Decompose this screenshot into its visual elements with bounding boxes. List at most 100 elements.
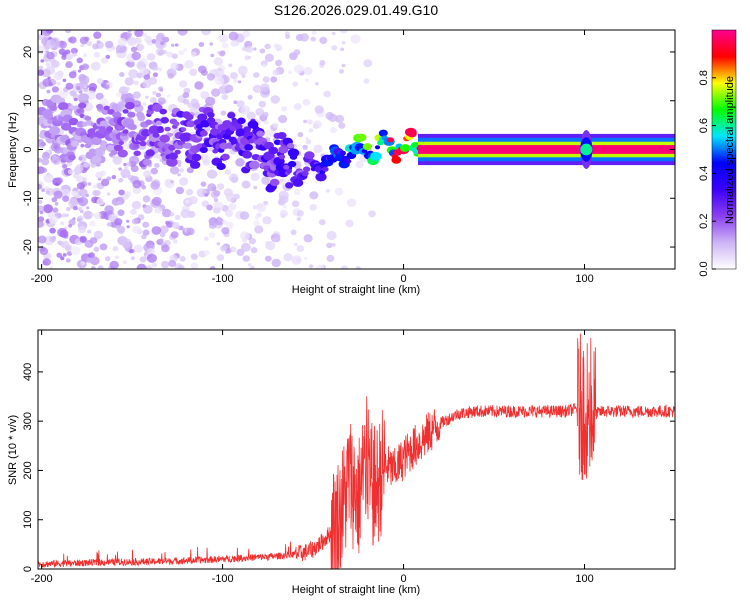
heatmap-cell xyxy=(159,225,169,234)
heatmap-cell xyxy=(76,57,83,64)
heatmap-cell xyxy=(177,164,182,167)
heatmap-cell xyxy=(67,169,74,175)
heatmap-cell xyxy=(87,229,92,234)
heatmap-cell xyxy=(200,181,207,187)
heatmap-ridge-cell xyxy=(269,178,280,187)
heatmap-ridge-cell xyxy=(285,182,294,189)
heatmap-cell xyxy=(326,242,333,249)
heatmap-cell xyxy=(39,247,49,256)
heatmap-cell xyxy=(293,49,301,56)
heatmap-cell xyxy=(346,198,357,207)
x-tick-label: 100 xyxy=(575,573,593,585)
heatmap-cell xyxy=(330,127,337,134)
heatmap-cell xyxy=(341,63,346,68)
heatmap-ridge-cell xyxy=(58,102,69,111)
heatmap-ridge-cell xyxy=(303,166,311,172)
heatmap-cell xyxy=(155,92,162,98)
x-tick-label: -100 xyxy=(212,573,234,585)
heatmap-cell xyxy=(198,65,207,74)
heatmap-cell xyxy=(311,30,317,35)
heatmap-cell xyxy=(340,47,345,52)
heatmap-ridge-cell xyxy=(47,119,54,124)
heatmap-cell xyxy=(52,207,59,213)
heatmap-ridge-cell xyxy=(127,111,136,118)
heatmap-cell xyxy=(335,114,345,123)
heatmap-cell xyxy=(50,37,60,46)
heatmap-cell xyxy=(211,88,221,97)
heatmap-cell xyxy=(66,161,73,167)
heatmap-cell xyxy=(253,185,258,190)
heatmap-cell xyxy=(146,53,156,61)
heatmap-cell xyxy=(81,266,86,269)
heatmap-cell xyxy=(184,60,194,69)
heatmap-cell xyxy=(133,100,142,108)
heatmap-cell xyxy=(319,60,326,66)
heatmap-cell xyxy=(65,258,71,263)
heatmap-cell xyxy=(271,258,281,268)
heatmap-cell xyxy=(169,166,180,175)
heatmap-cell xyxy=(174,214,181,220)
heatmap-ridge-cell xyxy=(159,108,167,115)
heatmap-cell xyxy=(240,231,250,241)
heatmap-cell xyxy=(303,234,313,243)
heatmap-cell xyxy=(150,167,158,175)
y-tick-label: 20 xyxy=(22,46,34,58)
heatmap-cell xyxy=(112,155,122,165)
heatmap-cell xyxy=(190,262,198,269)
snr-y-ticks: 0 100 200 300 400 xyxy=(22,363,675,572)
heatmap-cell xyxy=(233,100,238,104)
heatmap-cell xyxy=(204,193,209,197)
heatmap-cell xyxy=(55,177,63,184)
heatmap-cell xyxy=(90,61,101,71)
heatmap-cell xyxy=(151,39,157,44)
heatmap-cell xyxy=(117,101,126,109)
heatmap-cell xyxy=(109,102,118,110)
heatmap-cell xyxy=(46,89,51,94)
heatmap-ridge-cell xyxy=(78,102,87,109)
heatmap-cell xyxy=(171,221,180,229)
heatmap-cell xyxy=(105,256,111,262)
heatmap-cell xyxy=(38,199,43,205)
colorbar-tick-label: 0.2 xyxy=(698,214,710,229)
heatmap-x-axis-label: Height of straight line (km) xyxy=(292,284,420,296)
heatmap-cell xyxy=(93,212,102,220)
heatmap-ridge-cell xyxy=(145,149,155,157)
heatmap-ridge-cell xyxy=(78,93,89,102)
heatmap-cell xyxy=(186,167,194,174)
heatmap-cell xyxy=(250,265,255,269)
heatmap-ridge-cell xyxy=(278,145,289,154)
heatmap-ridge-cell xyxy=(207,112,215,118)
y-tick-label: 200 xyxy=(22,461,34,479)
heatmap-cell xyxy=(305,136,309,140)
heatmap-cell xyxy=(179,255,186,262)
heatmap-ridge-cell xyxy=(68,154,76,161)
heatmap-cell xyxy=(179,168,185,173)
heatmap-ridge-cell xyxy=(122,129,129,134)
heatmap-cell xyxy=(254,215,259,220)
heatmap-cell xyxy=(158,238,164,243)
heatmap-cell xyxy=(341,41,346,45)
heatmap-cell xyxy=(51,60,60,68)
heatmap-ridge-cell xyxy=(273,139,282,146)
heatmap-cell xyxy=(158,49,165,56)
heatmap-ridge-cell xyxy=(139,140,147,147)
heatmap-ridge-cell xyxy=(377,140,384,146)
heatmap-cell xyxy=(93,31,102,39)
heatmap-cell xyxy=(256,203,266,213)
heatmap-ridge-cell xyxy=(132,143,139,149)
heatmap-ridge-cell xyxy=(159,134,170,143)
heatmap-cell xyxy=(217,183,225,190)
heatmap-cell xyxy=(186,188,194,196)
snr-x-axis-label: Height of straight line (km) xyxy=(292,584,420,596)
heatmap-cell xyxy=(130,208,137,215)
heatmap-cell xyxy=(109,260,119,269)
heatmap-cell xyxy=(225,221,234,229)
heatmap-cell xyxy=(235,158,245,167)
heatmap-ridge-cell xyxy=(76,108,83,114)
heatmap-cell xyxy=(118,177,124,183)
heatmap-cell xyxy=(92,184,98,189)
heatmap-cell xyxy=(213,190,221,197)
heatmap-cell xyxy=(68,219,76,226)
heatmap-cell xyxy=(60,240,70,249)
heatmap-cell xyxy=(96,197,105,206)
